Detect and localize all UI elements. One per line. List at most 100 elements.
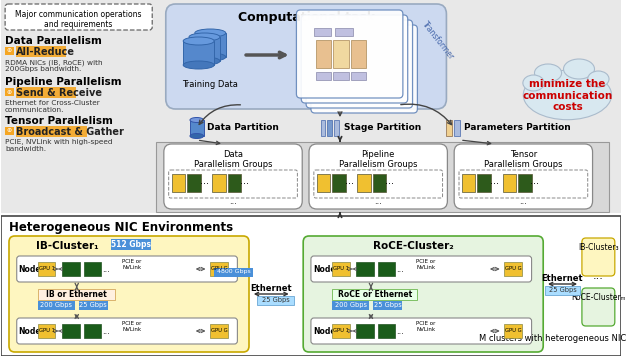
Bar	[156, 142, 609, 212]
FancyBboxPatch shape	[306, 20, 413, 108]
Ellipse shape	[190, 134, 204, 138]
Text: IB-Cluster₃: IB-Cluster₃	[578, 243, 619, 252]
FancyBboxPatch shape	[582, 238, 615, 276]
Text: Transformer: Transformer	[420, 20, 456, 62]
Text: GPU G: GPU G	[505, 329, 522, 334]
Text: Ethernet for Cross-Cluster
communication.: Ethernet for Cross-Cluster communication…	[5, 100, 100, 113]
Text: Data Partition: Data Partition	[207, 123, 279, 132]
Bar	[357, 174, 371, 192]
Text: ...: ...	[345, 176, 354, 186]
Text: RDMA NICs (IB, RoCE) with
200Gbps bandwidth.: RDMA NICs (IB, RoCE) with 200Gbps bandwi…	[5, 59, 103, 73]
Bar	[333, 40, 349, 68]
Text: Send & Receive: Send & Receive	[16, 88, 102, 98]
Text: ...: ...	[374, 198, 382, 206]
Text: Node1: Node1	[19, 265, 47, 273]
Bar	[477, 174, 491, 192]
FancyBboxPatch shape	[166, 4, 447, 109]
Bar	[378, 324, 395, 338]
Bar	[62, 262, 79, 276]
Bar	[502, 174, 516, 192]
Text: ...: ...	[593, 271, 604, 281]
Bar	[314, 28, 332, 36]
FancyBboxPatch shape	[582, 288, 615, 326]
Bar	[79, 301, 108, 310]
Bar	[321, 120, 326, 136]
Bar	[83, 262, 101, 276]
FancyBboxPatch shape	[303, 236, 543, 352]
FancyBboxPatch shape	[454, 144, 593, 209]
Text: RoCE or Ethernet: RoCE or Ethernet	[338, 290, 412, 299]
Text: GPU 1: GPU 1	[333, 267, 349, 272]
Text: ...: ...	[102, 265, 109, 273]
FancyBboxPatch shape	[17, 256, 237, 282]
Bar	[228, 174, 241, 192]
Bar	[373, 174, 387, 192]
Bar	[316, 72, 332, 80]
Text: Data Parallelism: Data Parallelism	[5, 36, 102, 46]
Bar	[172, 174, 185, 192]
Bar	[1, 216, 621, 356]
Text: ⊕: ⊕	[7, 89, 12, 94]
Text: 25 Gbps: 25 Gbps	[79, 302, 107, 308]
Text: ...: ...	[200, 176, 209, 186]
Bar	[332, 324, 349, 338]
Text: ...: ...	[530, 176, 539, 186]
Text: minimize the
communication
costs: minimize the communication costs	[522, 79, 612, 112]
Bar	[38, 262, 56, 276]
Bar	[518, 174, 532, 192]
Text: RoCE-Clusterₘ: RoCE-Clusterₘ	[571, 293, 625, 302]
Bar	[351, 72, 366, 80]
Ellipse shape	[534, 64, 561, 82]
Text: GPU 1: GPU 1	[333, 329, 349, 334]
Bar	[16, 126, 88, 137]
Text: RoCE-Cluster₂: RoCE-Cluster₂	[373, 241, 454, 251]
Text: ⊕: ⊕	[7, 48, 12, 53]
Ellipse shape	[524, 70, 612, 120]
Bar	[504, 262, 522, 276]
Bar	[214, 268, 253, 277]
Text: GPU G: GPU G	[211, 267, 227, 272]
Text: ...: ...	[48, 315, 57, 325]
Bar	[62, 324, 79, 338]
Bar	[333, 72, 349, 80]
Text: PCIE, NVLink with high-speed
bandwidth.: PCIE, NVLink with high-speed bandwidth.	[5, 139, 113, 152]
Bar	[316, 40, 332, 68]
Ellipse shape	[195, 53, 226, 61]
Bar	[5, 88, 14, 96]
Text: GPU 1: GPU 1	[39, 267, 55, 272]
FancyBboxPatch shape	[164, 144, 302, 209]
Text: Computational task: Computational task	[237, 11, 374, 24]
Text: 512 Gbps: 512 Gbps	[111, 240, 151, 249]
Bar	[332, 289, 417, 300]
Bar	[5, 127, 14, 135]
Text: ...: ...	[102, 326, 109, 335]
Ellipse shape	[190, 117, 204, 122]
Text: Stage Partition: Stage Partition	[344, 123, 421, 132]
FancyBboxPatch shape	[296, 10, 403, 98]
Bar	[38, 289, 115, 300]
Bar	[356, 262, 374, 276]
Bar	[328, 120, 332, 136]
Ellipse shape	[183, 61, 214, 69]
Bar	[462, 174, 476, 192]
Bar	[183, 41, 214, 65]
Bar	[211, 262, 228, 276]
Text: Heterogeneous NIC Environments: Heterogeneous NIC Environments	[9, 221, 233, 234]
FancyBboxPatch shape	[5, 4, 152, 30]
Text: Broadcast & Gather: Broadcast & Gather	[16, 127, 124, 137]
Text: 200 Gbps: 200 Gbps	[335, 302, 367, 308]
FancyBboxPatch shape	[311, 256, 532, 282]
Bar	[189, 37, 220, 61]
Text: ...: ...	[490, 176, 499, 186]
Text: ...: ...	[396, 326, 404, 335]
Ellipse shape	[183, 37, 214, 45]
Ellipse shape	[564, 59, 595, 79]
Text: PCIE or
NVLink: PCIE or NVLink	[417, 259, 436, 270]
Bar	[111, 239, 151, 250]
FancyBboxPatch shape	[301, 15, 408, 103]
Text: ...: ...	[520, 198, 527, 206]
Bar	[373, 301, 402, 310]
Text: Data
Parallelism Groups: Data Parallelism Groups	[194, 150, 272, 169]
Bar	[38, 324, 56, 338]
Bar	[5, 47, 14, 55]
